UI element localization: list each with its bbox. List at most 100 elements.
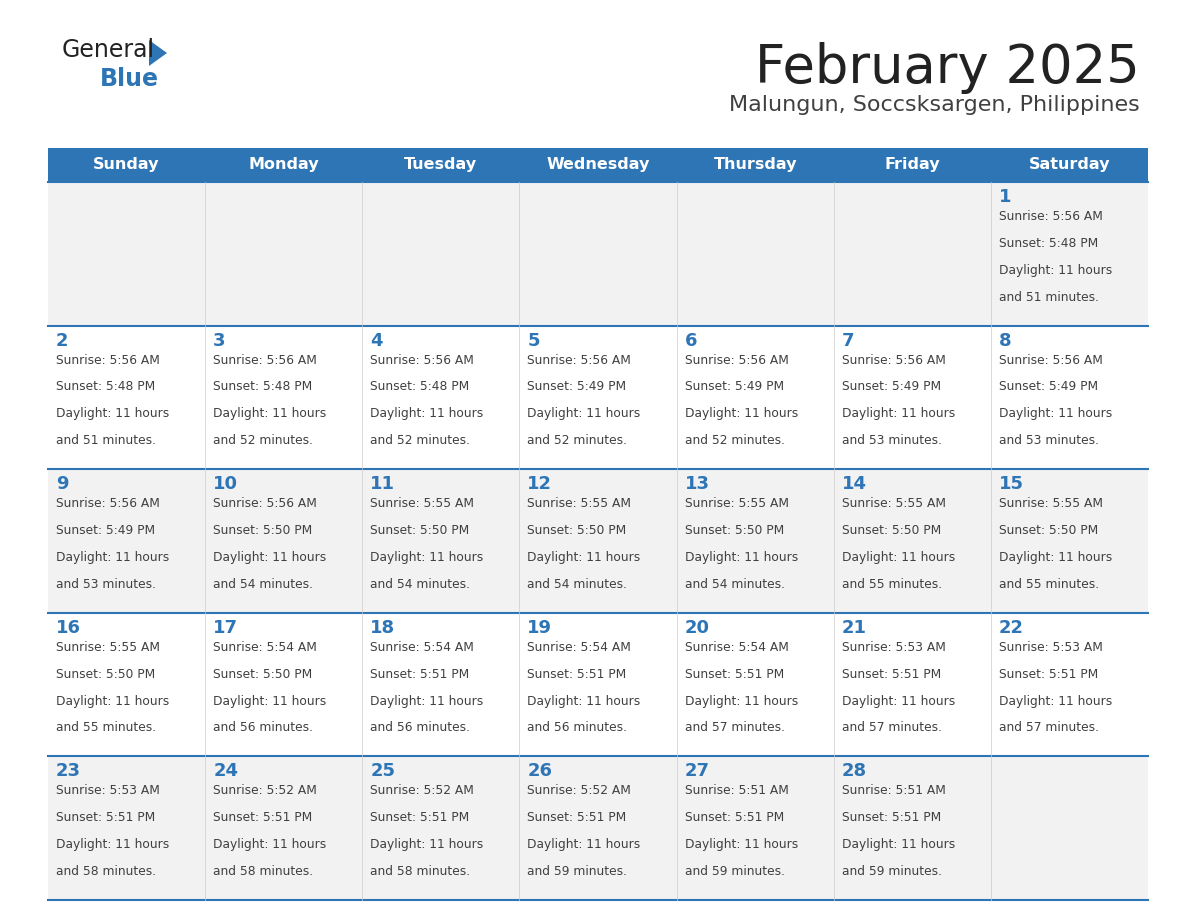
Bar xyxy=(48,756,1148,900)
Text: Monday: Monday xyxy=(248,158,320,173)
Bar xyxy=(48,148,206,182)
Text: Sunrise: 5:55 AM: Sunrise: 5:55 AM xyxy=(56,641,160,654)
Text: 18: 18 xyxy=(371,619,396,637)
Text: Daylight: 11 hours: Daylight: 11 hours xyxy=(213,838,327,851)
Text: Sunrise: 5:56 AM: Sunrise: 5:56 AM xyxy=(527,353,631,366)
Text: 1: 1 xyxy=(999,188,1011,206)
Text: Daylight: 11 hours: Daylight: 11 hours xyxy=(371,695,484,708)
Text: Daylight: 11 hours: Daylight: 11 hours xyxy=(371,838,484,851)
Text: Sunset: 5:51 PM: Sunset: 5:51 PM xyxy=(213,812,312,824)
Text: Sunrise: 5:52 AM: Sunrise: 5:52 AM xyxy=(213,784,317,798)
Text: and 52 minutes.: and 52 minutes. xyxy=(527,434,627,447)
Text: Daylight: 11 hours: Daylight: 11 hours xyxy=(842,838,955,851)
Text: 25: 25 xyxy=(371,763,396,780)
Text: and 57 minutes.: and 57 minutes. xyxy=(684,722,784,734)
Text: Daylight: 11 hours: Daylight: 11 hours xyxy=(684,551,798,564)
Text: Sunrise: 5:55 AM: Sunrise: 5:55 AM xyxy=(684,498,789,510)
Text: Sunset: 5:51 PM: Sunset: 5:51 PM xyxy=(999,667,1098,680)
Text: Sunset: 5:49 PM: Sunset: 5:49 PM xyxy=(56,524,156,537)
Text: Sunset: 5:51 PM: Sunset: 5:51 PM xyxy=(56,812,156,824)
Text: Sunrise: 5:51 AM: Sunrise: 5:51 AM xyxy=(842,784,946,798)
Text: Daylight: 11 hours: Daylight: 11 hours xyxy=(56,838,169,851)
Text: Blue: Blue xyxy=(100,67,159,91)
Text: Sunset: 5:50 PM: Sunset: 5:50 PM xyxy=(213,667,312,680)
Text: and 54 minutes.: and 54 minutes. xyxy=(527,577,627,591)
Text: Sunset: 5:50 PM: Sunset: 5:50 PM xyxy=(56,667,156,680)
Text: 4: 4 xyxy=(371,331,383,350)
Text: and 57 minutes.: and 57 minutes. xyxy=(842,722,942,734)
Text: 3: 3 xyxy=(213,331,226,350)
Text: Sunset: 5:48 PM: Sunset: 5:48 PM xyxy=(56,380,156,394)
Text: Sunrise: 5:55 AM: Sunrise: 5:55 AM xyxy=(842,498,946,510)
Text: and 58 minutes.: and 58 minutes. xyxy=(371,865,470,878)
Text: and 52 minutes.: and 52 minutes. xyxy=(371,434,470,447)
Text: Daylight: 11 hours: Daylight: 11 hours xyxy=(213,695,327,708)
Text: and 55 minutes.: and 55 minutes. xyxy=(56,722,156,734)
Text: Sunrise: 5:53 AM: Sunrise: 5:53 AM xyxy=(999,641,1102,654)
Text: Sunrise: 5:52 AM: Sunrise: 5:52 AM xyxy=(527,784,631,798)
Text: and 54 minutes.: and 54 minutes. xyxy=(684,577,784,591)
Text: Sunrise: 5:54 AM: Sunrise: 5:54 AM xyxy=(527,641,631,654)
Text: and 59 minutes.: and 59 minutes. xyxy=(842,865,942,878)
Text: Sunset: 5:48 PM: Sunset: 5:48 PM xyxy=(999,237,1098,250)
Bar xyxy=(48,613,1148,756)
Text: Sunset: 5:50 PM: Sunset: 5:50 PM xyxy=(999,524,1098,537)
Text: Sunrise: 5:56 AM: Sunrise: 5:56 AM xyxy=(213,498,317,510)
Text: Daylight: 11 hours: Daylight: 11 hours xyxy=(999,263,1112,276)
Text: Sunrise: 5:51 AM: Sunrise: 5:51 AM xyxy=(684,784,789,798)
Text: 12: 12 xyxy=(527,476,552,493)
Text: and 56 minutes.: and 56 minutes. xyxy=(213,722,314,734)
Text: 28: 28 xyxy=(842,763,867,780)
Text: Sunrise: 5:56 AM: Sunrise: 5:56 AM xyxy=(999,353,1102,366)
Text: 16: 16 xyxy=(56,619,81,637)
Text: Daylight: 11 hours: Daylight: 11 hours xyxy=(842,551,955,564)
Text: Daylight: 11 hours: Daylight: 11 hours xyxy=(56,695,169,708)
Text: Sunset: 5:50 PM: Sunset: 5:50 PM xyxy=(684,524,784,537)
Bar xyxy=(48,326,1148,469)
Text: 24: 24 xyxy=(213,763,238,780)
Text: and 52 minutes.: and 52 minutes. xyxy=(213,434,314,447)
Text: 6: 6 xyxy=(684,331,697,350)
Text: Sunset: 5:50 PM: Sunset: 5:50 PM xyxy=(527,524,627,537)
Text: Sunrise: 5:55 AM: Sunrise: 5:55 AM xyxy=(371,498,474,510)
Text: Sunrise: 5:55 AM: Sunrise: 5:55 AM xyxy=(999,498,1102,510)
Text: Daylight: 11 hours: Daylight: 11 hours xyxy=(999,551,1112,564)
Bar xyxy=(677,148,834,182)
Text: Daylight: 11 hours: Daylight: 11 hours xyxy=(213,408,327,420)
Bar xyxy=(48,182,1148,326)
Text: Sunrise: 5:53 AM: Sunrise: 5:53 AM xyxy=(56,784,160,798)
Text: Sunset: 5:49 PM: Sunset: 5:49 PM xyxy=(842,380,941,394)
Bar xyxy=(206,148,362,182)
Text: and 55 minutes.: and 55 minutes. xyxy=(842,577,942,591)
Text: 7: 7 xyxy=(842,331,854,350)
Text: and 59 minutes.: and 59 minutes. xyxy=(527,865,627,878)
Bar xyxy=(519,148,677,182)
Text: and 55 minutes.: and 55 minutes. xyxy=(999,577,1099,591)
Text: Sunset: 5:48 PM: Sunset: 5:48 PM xyxy=(371,380,469,394)
Text: Sunset: 5:51 PM: Sunset: 5:51 PM xyxy=(684,812,784,824)
Text: Daylight: 11 hours: Daylight: 11 hours xyxy=(999,695,1112,708)
Text: Daylight: 11 hours: Daylight: 11 hours xyxy=(371,408,484,420)
Text: Sunrise: 5:52 AM: Sunrise: 5:52 AM xyxy=(371,784,474,798)
Bar xyxy=(48,469,1148,613)
Text: Daylight: 11 hours: Daylight: 11 hours xyxy=(842,695,955,708)
Text: Daylight: 11 hours: Daylight: 11 hours xyxy=(684,408,798,420)
Text: and 58 minutes.: and 58 minutes. xyxy=(213,865,314,878)
Text: 2: 2 xyxy=(56,331,69,350)
Text: Sunset: 5:51 PM: Sunset: 5:51 PM xyxy=(527,812,627,824)
Text: Friday: Friday xyxy=(885,158,940,173)
Text: Thursday: Thursday xyxy=(713,158,797,173)
Text: Daylight: 11 hours: Daylight: 11 hours xyxy=(56,408,169,420)
Text: Daylight: 11 hours: Daylight: 11 hours xyxy=(527,551,640,564)
Text: Sunset: 5:49 PM: Sunset: 5:49 PM xyxy=(527,380,626,394)
Text: Saturday: Saturday xyxy=(1029,158,1110,173)
Text: Sunrise: 5:53 AM: Sunrise: 5:53 AM xyxy=(842,641,946,654)
Text: Daylight: 11 hours: Daylight: 11 hours xyxy=(527,695,640,708)
Text: 22: 22 xyxy=(999,619,1024,637)
Text: Sunrise: 5:56 AM: Sunrise: 5:56 AM xyxy=(842,353,946,366)
Text: Sunset: 5:51 PM: Sunset: 5:51 PM xyxy=(527,667,627,680)
Text: Sunset: 5:48 PM: Sunset: 5:48 PM xyxy=(213,380,312,394)
Text: Sunset: 5:51 PM: Sunset: 5:51 PM xyxy=(842,812,941,824)
Text: 13: 13 xyxy=(684,476,709,493)
Text: Sunset: 5:51 PM: Sunset: 5:51 PM xyxy=(371,812,469,824)
